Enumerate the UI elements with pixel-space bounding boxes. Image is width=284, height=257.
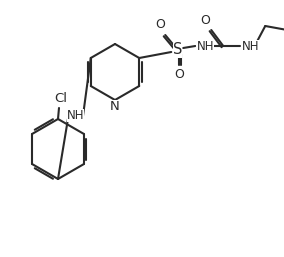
Text: Cl: Cl xyxy=(55,93,68,106)
Text: O: O xyxy=(200,14,210,27)
Text: O: O xyxy=(155,19,165,32)
Text: NH: NH xyxy=(67,109,84,122)
Text: N: N xyxy=(110,99,120,113)
Text: NH: NH xyxy=(197,40,214,52)
Text: S: S xyxy=(173,42,182,58)
Text: NH: NH xyxy=(241,40,259,52)
Text: O: O xyxy=(174,69,184,81)
